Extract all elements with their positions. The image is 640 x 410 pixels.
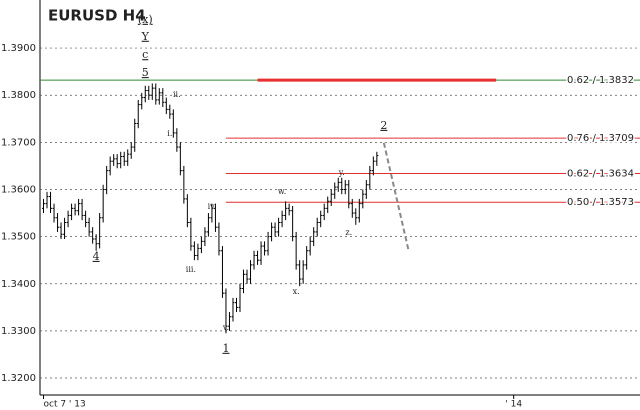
wave-label: ii. (173, 90, 181, 99)
fib-level-label: 0.62 / 1.3832 (567, 75, 634, 86)
y-tick-label: 1.3300 (1, 326, 36, 337)
wave-label: Y (141, 30, 150, 43)
y-tick-label: 1.3800 (1, 90, 36, 101)
wave-label: y. (338, 168, 345, 177)
y-tick-label: 1.3200 (1, 373, 36, 384)
chart-title: EURUSD H4 (48, 7, 146, 25)
wave-label: c (142, 48, 148, 61)
wave-label: 5 (142, 66, 149, 79)
wave-label: 4 (93, 250, 100, 263)
wave-label: z. (345, 228, 352, 237)
wave-label: i. (167, 129, 172, 138)
wave-label: w. (278, 187, 286, 196)
fib-level-label: 0.76 / 1.3709 (567, 133, 634, 144)
wave-label: iii. (186, 265, 196, 274)
y-tick-label: 1.3600 (1, 184, 36, 195)
wave-label: x. (293, 287, 300, 296)
fib-level-label: 0.62 / 1.3634 (567, 168, 634, 179)
fib-level-label: 0.50 / 1.3573 (567, 197, 634, 208)
wave-label: 1 (222, 342, 229, 355)
y-tick-label: 1.3500 (1, 232, 36, 243)
y-tick-label: 1.3700 (1, 137, 36, 148)
wave-label: iv. (208, 202, 217, 211)
wave-label: 2 (380, 119, 387, 132)
wave-label: (x) (138, 13, 153, 26)
wave-label: v. (222, 323, 229, 332)
x-tick-label: oct 7 ' 13 (44, 400, 86, 410)
y-tick-label: 1.3900 (1, 43, 36, 54)
y-tick-label: 1.3400 (1, 279, 36, 290)
projection-line (382, 142, 410, 251)
x-tick-label: ' 14 (505, 400, 522, 410)
